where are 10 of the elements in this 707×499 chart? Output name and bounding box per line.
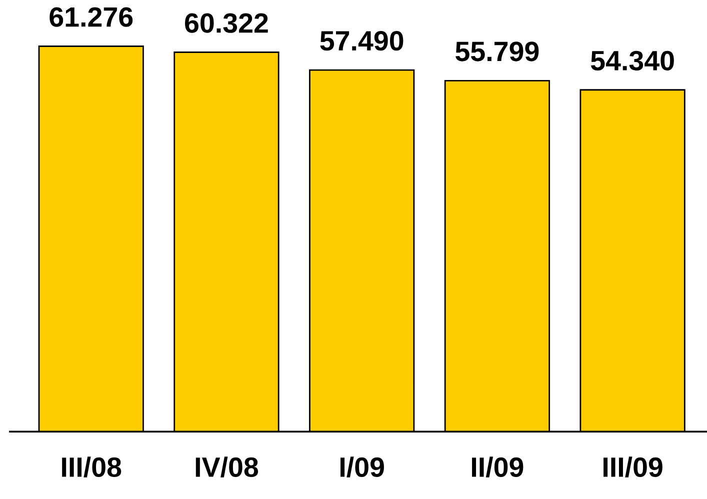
data-label: 54.340 (590, 50, 674, 71)
data-label: 57.490 (320, 31, 404, 51)
x-tick-label: II/09 (472, 456, 524, 478)
x-tick-label: I/09 (340, 456, 384, 478)
x-tick-label: IV/08 (196, 456, 258, 478)
data-label: 61.276 (50, 7, 133, 27)
x-tick-label: III/09 (604, 456, 662, 478)
data-label: 60.322 (185, 13, 268, 33)
data-label: 55.799 (456, 42, 539, 62)
x-tick-label: III/08 (62, 456, 122, 478)
